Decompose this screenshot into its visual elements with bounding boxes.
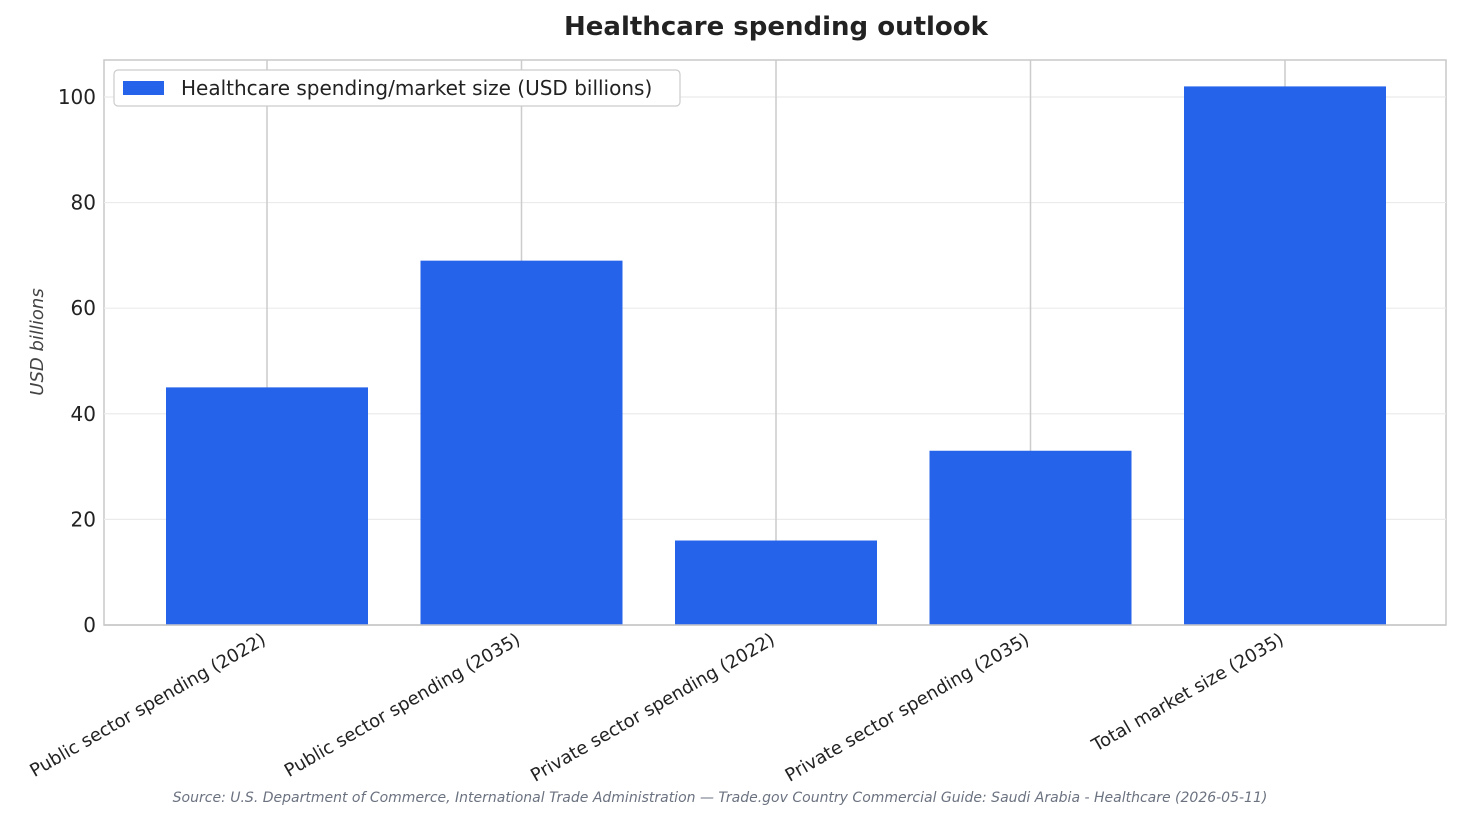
legend-label: Healthcare spending/market size (USD bil… xyxy=(181,76,652,100)
y-axis-label: USD billions xyxy=(27,288,48,395)
bar xyxy=(929,450,1132,625)
bar xyxy=(675,540,877,625)
y-tick-label: 40 xyxy=(71,402,96,426)
y-tick-label: 100 xyxy=(58,85,96,109)
bar xyxy=(420,260,623,625)
y-tick-label: 80 xyxy=(71,191,96,215)
legend-box xyxy=(113,69,681,107)
legend: Healthcare spending/market size (USD bil… xyxy=(113,69,681,107)
legend-swatch xyxy=(123,81,164,95)
bar xyxy=(166,387,368,625)
x-tick-label: Private sector spending (2022) xyxy=(527,629,778,786)
x-tick-label: Total market size (2035) xyxy=(1087,629,1287,757)
y-axis-ticks: 0 20 40 60 80 100 xyxy=(58,85,96,637)
chart-title: Healthcare spending outlook xyxy=(564,12,989,42)
y-tick-label: 0 xyxy=(83,613,96,637)
bar xyxy=(1184,86,1386,626)
bars xyxy=(166,86,1386,626)
y-tick-label: 20 xyxy=(71,507,96,531)
source-note: Source: U.S. Department of Commerce, Int… xyxy=(172,790,1268,806)
x-axis-ticks: Public sector spending (2022) Public sect… xyxy=(26,624,1446,786)
x-tick-label: Public sector spending (2022) xyxy=(26,629,269,782)
x-tick-label: Public sector spending (2035) xyxy=(281,629,524,782)
y-tick-label: 60 xyxy=(71,296,96,320)
x-tick-label: Private sector spending (2035) xyxy=(782,629,1033,786)
